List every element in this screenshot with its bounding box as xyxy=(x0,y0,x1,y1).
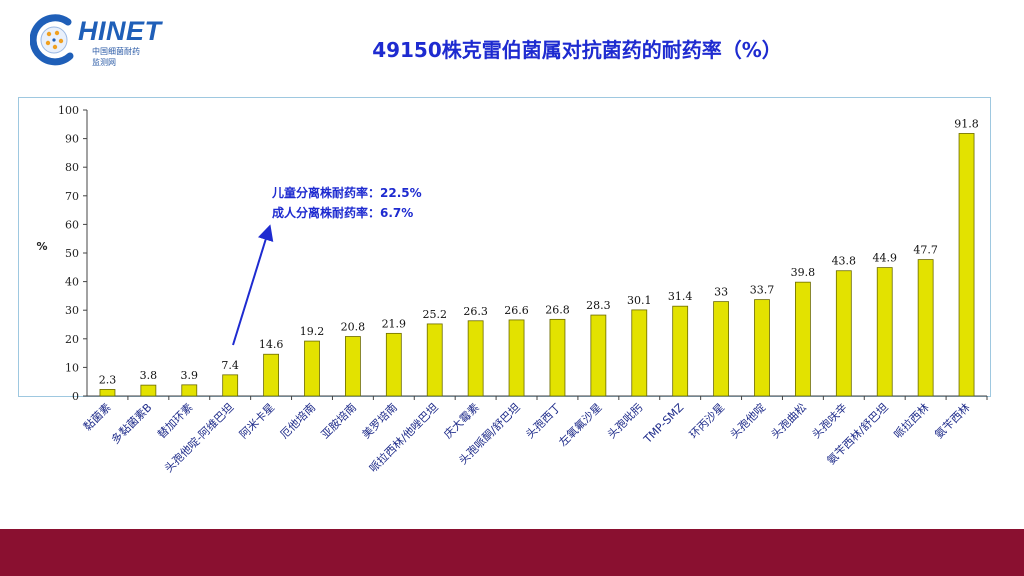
bar xyxy=(99,389,116,397)
annotation-arrow xyxy=(232,224,274,346)
y-tick-label: 50 xyxy=(65,247,79,260)
data-label: 26.6 xyxy=(504,304,529,317)
bar xyxy=(835,270,852,397)
logo-wordmark: HINET xyxy=(78,16,162,46)
bar xyxy=(590,314,607,397)
data-label: 91.8 xyxy=(954,117,979,130)
bar xyxy=(467,320,484,397)
category-label: 左氧氟沙星 xyxy=(556,400,605,449)
data-label: 19.2 xyxy=(300,325,325,338)
bar xyxy=(181,384,198,397)
bar xyxy=(385,332,402,397)
data-label: 26.3 xyxy=(463,305,488,318)
bar xyxy=(263,353,279,397)
category-label: 厄他培南 xyxy=(277,400,318,441)
annotation-adults: 成人分离株耐药率：6.7% xyxy=(272,205,413,220)
data-label: 28.3 xyxy=(586,299,611,312)
y-tick-label: 10 xyxy=(65,361,79,374)
logo-globe-icon xyxy=(30,14,74,66)
bar xyxy=(713,301,729,397)
bar xyxy=(222,374,239,397)
bar xyxy=(345,336,361,397)
y-tick-label: 30 xyxy=(65,304,79,317)
data-label: 44.9 xyxy=(872,252,897,265)
bar xyxy=(754,299,770,397)
bar xyxy=(304,340,320,397)
y-tick-label: 100 xyxy=(58,104,79,117)
data-label: 25.2 xyxy=(422,308,447,321)
logo-subtitle-2: 监测网 xyxy=(92,58,116,67)
y-tick-label: 80 xyxy=(65,161,79,174)
annotation-children: 儿童分离株耐药率：22.5% xyxy=(271,185,422,200)
category-label: 头孢呋辛 xyxy=(809,400,850,441)
resistance-bar-chart: 0 10 20 30 40 50 60 70 80 90 100% 2.3 黏菌素 3.8 多黏菌素B 3.… xyxy=(36,104,988,475)
data-label: 33.7 xyxy=(750,284,775,297)
category-label: 头孢他啶-阿维巴坦 xyxy=(161,400,236,475)
data-label: 30.1 xyxy=(627,294,652,307)
data-label: 39.8 xyxy=(791,266,816,279)
category-label: 头孢西丁 xyxy=(523,401,563,441)
bar xyxy=(631,309,648,397)
bar xyxy=(549,318,566,397)
category-label: 哌拉西林/他唑巴坦 xyxy=(366,400,441,475)
data-label: 33 xyxy=(714,286,728,299)
chart-bars xyxy=(99,133,975,397)
data-label: 26.8 xyxy=(545,303,570,316)
y-tick-label: 0 xyxy=(72,390,79,403)
bar xyxy=(672,305,689,397)
page-title: 49150株克雷伯菌属对抗菌药的耐药率（%） xyxy=(372,38,782,62)
bar xyxy=(140,384,157,397)
data-label: 31.4 xyxy=(668,290,693,303)
category-label: 美罗培南 xyxy=(359,400,400,441)
y-tick-label: 20 xyxy=(65,333,79,346)
bar xyxy=(917,259,934,397)
category-label: 庆大霉素 xyxy=(441,400,482,441)
category-label: 环丙沙星 xyxy=(687,401,727,441)
category-label: 头孢吡肟 xyxy=(605,401,645,441)
data-label: 47.7 xyxy=(913,244,938,257)
category-label: 哌拉西林 xyxy=(891,400,932,441)
y-tick-label: 90 xyxy=(65,133,79,146)
y-axis-label: % xyxy=(36,240,47,253)
data-label: 20.8 xyxy=(341,321,366,334)
data-label: 3.8 xyxy=(140,369,158,382)
bar xyxy=(876,267,893,397)
hinet-logo: HINET 中国细菌耐药 监测网 xyxy=(30,12,180,70)
chart-annotation: 儿童分离株耐药率：22.5% 成人分离株耐药率：6.7% xyxy=(232,185,422,346)
data-label: 21.9 xyxy=(382,317,407,330)
data-label: 7.4 xyxy=(221,359,239,372)
data-label: 43.8 xyxy=(832,255,857,268)
category-label: 替加环素 xyxy=(154,400,195,441)
category-label: 头孢他啶 xyxy=(727,400,768,441)
bar xyxy=(795,281,811,397)
y-tick-label: 40 xyxy=(65,276,79,289)
bar xyxy=(508,319,525,397)
category-label: 氨苄西林 xyxy=(932,400,973,441)
logo-subtitle: 中国细菌耐药 xyxy=(92,47,140,56)
data-label: 2.3 xyxy=(99,373,117,386)
bar xyxy=(426,323,443,397)
bar xyxy=(958,133,975,397)
data-label: 14.6 xyxy=(259,338,284,351)
category-label: 头孢曲松 xyxy=(768,400,809,441)
category-label: TMP-SMZ xyxy=(641,401,687,447)
y-tick-label: 70 xyxy=(65,190,79,203)
y-tick-label: 60 xyxy=(65,218,79,231)
data-label: 3.9 xyxy=(181,369,199,382)
category-label: 阿米卡星 xyxy=(237,401,277,441)
category-label: 多黏菌素B xyxy=(108,400,154,446)
footer-bar xyxy=(0,529,1024,576)
category-label: 亚胺培南 xyxy=(318,400,359,441)
category-label: 黏菌素 xyxy=(80,400,113,433)
